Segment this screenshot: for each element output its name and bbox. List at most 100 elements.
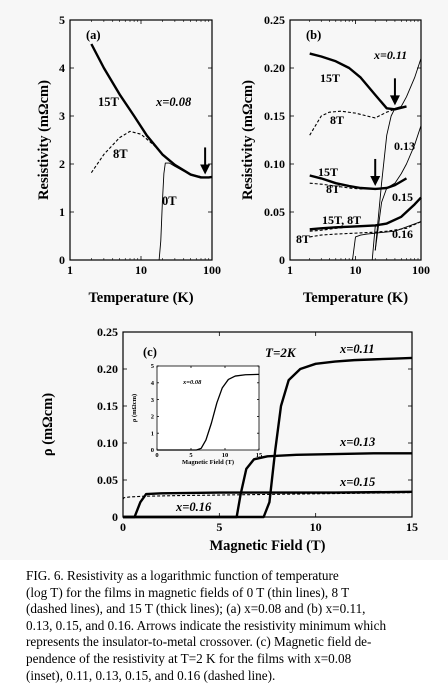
composition-label: 0.13 [394,139,415,153]
series-label-15t-8t: 15T, 8T [322,213,361,227]
x-tick-label: 0 [155,452,158,459]
x-tick-label: 100 [412,263,430,277]
composition-label: x=0.13 [339,435,375,449]
series-line [90,43,213,179]
panel-label: (b) [306,28,321,42]
y-tick-label: 0.20 [264,61,285,75]
composition-label: x=0.11 [373,48,407,62]
y-axis-title: Resistivity (mΩcm) [36,80,52,200]
y-tick-label: 0.15 [264,109,285,123]
y-tick-label: 3 [151,397,155,404]
y-axis-title: ρ (mΩcm) [131,394,138,422]
composition-label: x=0.16 [175,500,212,514]
panel-c-inset: 0 5 10 15 0 1 2 3 4 5 x=0.08 Magnetic Field (T) ρ (m… [131,363,263,466]
caption-line: pendence of the resistivity at T=2 K for… [26,650,352,666]
y-tick-label: 0.20 [97,362,118,376]
plot-frame [156,365,260,451]
figure-caption: FIG. 6. Resistivity as a logarithmic fun… [26,568,438,684]
y-tick-label: 2 [151,414,154,421]
y-tick-label: 0.05 [97,473,118,487]
plot-frame [122,331,413,518]
panel-label: (c) [143,345,157,359]
series-line [352,221,422,261]
x-tick-label: 1 [67,263,73,277]
y-tick-label: 1 [59,205,65,219]
caption-line: FIG. 6. Resistivity as a logarithmic fun… [26,568,339,583]
series-line [123,452,412,519]
figure: 1 10 100 0 1 2 3 4 5 (a) 15T x=0.08 8T 0T Temperature … [36,13,430,554]
y-axis-title: Resistivity (mΩcm) [240,80,256,200]
composition-label: x=0.08 [155,95,192,109]
x-tick-label: 10 [135,263,147,277]
x-axis-title: Temperature (K) [88,290,193,306]
minimum-arrow-head [200,164,211,175]
y-tick-label: 4 [59,61,65,75]
series-label-8t: 8T [113,147,128,161]
caption-line: 0.13, 0.15, and 0.16. Arrows indicate th… [26,617,387,633]
series-line [90,130,213,178]
composition-label: x=0.11 [339,342,375,356]
y-tick-label: 0 [279,253,285,267]
series-line [374,58,422,251]
y-tick-label: 0.10 [97,436,118,450]
x-tick-label: 10 [222,452,229,459]
y-tick-label: 0.05 [264,205,285,219]
minimum-arrow-head [370,175,381,186]
y-tick-label: 0.25 [264,13,285,27]
series-line [309,221,422,238]
caption-line: (dashed lines), and 15 T (thick lines); … [26,601,366,617]
x-tick-label: 10 [310,520,322,534]
x-tick-label: 10 [350,263,362,277]
y-tick-label: 5 [151,363,155,370]
series-line [122,492,413,500]
x-axis-title: Temperature (K) [303,290,408,306]
series-line [158,162,213,261]
series-line [123,356,413,519]
x-tick-label: 15 [406,520,418,534]
y-tick-label: 2 [59,157,65,171]
panel-label: (a) [86,28,101,42]
x-tick-label: 1 [287,263,293,277]
composition-label: x=0.15 [339,475,375,489]
series-line [371,197,422,261]
series-label-8t: 8T [296,232,310,246]
y-tick-label: 5 [59,13,65,27]
temperature-label: T=2K [265,345,297,360]
x-tick-label: 15 [256,452,263,459]
y-tick-label: 4 [151,380,155,387]
y-axis-title: ρ (mΩcm) [40,393,56,456]
series-line [157,373,260,451]
series-line [309,174,408,191]
series-line [309,105,407,136]
series-label-0t: 0T [162,194,177,208]
composition-label: x=0.08 [182,379,202,386]
y-tick-label: 3 [59,109,65,123]
series-label-15t: 15T [98,95,120,109]
y-tick-label: 0.15 [97,399,118,413]
series-line [374,125,422,251]
series-label-15t: 15T [318,165,338,179]
series-label-8t: 8T [330,113,344,127]
minimum-arrow-head [389,95,400,106]
x-tick-label: 5 [216,520,222,534]
series-line [123,490,413,519]
caption-line: (inset), 0.11, 0.13, 0.15, and 0.16 (das… [26,667,276,683]
y-tick-label: 0 [151,447,154,454]
plot-frame [69,19,213,261]
x-tick-label: 0 [120,520,126,534]
series-line [309,52,407,111]
series-label-8t: 8T [326,182,340,196]
composition-label: 0.16 [392,227,413,241]
series-line [309,177,407,190]
panel-b: 1 10 100 0 0.05 0.10 0.15 0.20 0.25 (b) x=0.11 15T 8… [240,13,430,306]
y-tick-label: 0 [112,510,118,524]
series-label-15t: 15T [320,71,340,85]
y-tick-label: 1 [151,430,154,437]
x-axis-title: Magnetic Field (T) [210,538,326,554]
x-tick-label: 100 [203,263,221,277]
caption-line: represents the insulator-to-metal crosso… [26,634,372,650]
composition-label: 0.15 [392,190,413,204]
